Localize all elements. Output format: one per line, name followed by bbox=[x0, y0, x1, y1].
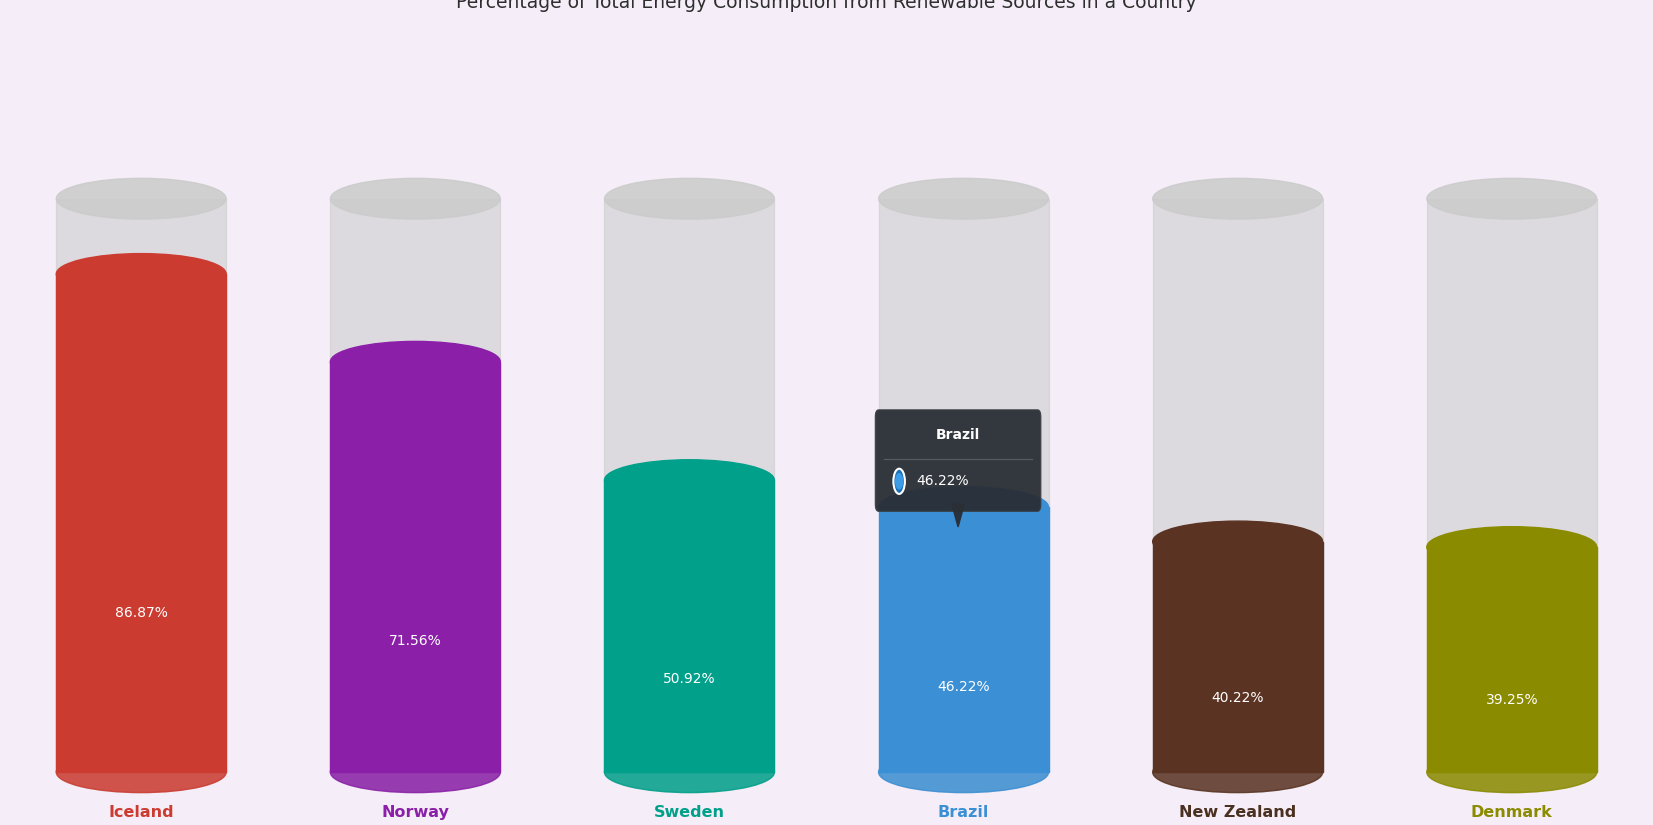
Ellipse shape bbox=[331, 178, 501, 219]
Ellipse shape bbox=[1427, 178, 1597, 219]
Bar bbox=[56, 199, 226, 772]
Ellipse shape bbox=[1152, 752, 1322, 793]
Bar bbox=[331, 362, 501, 772]
Text: 39.25%: 39.25% bbox=[1486, 693, 1537, 707]
Ellipse shape bbox=[620, 464, 759, 496]
Text: Iceland: Iceland bbox=[109, 805, 174, 820]
Text: 46.22%: 46.22% bbox=[937, 681, 990, 695]
Ellipse shape bbox=[1152, 752, 1322, 793]
Ellipse shape bbox=[331, 752, 501, 793]
Ellipse shape bbox=[605, 178, 774, 219]
Ellipse shape bbox=[1152, 521, 1322, 562]
Ellipse shape bbox=[331, 342, 501, 382]
Text: Denmark: Denmark bbox=[1471, 805, 1552, 820]
Ellipse shape bbox=[56, 253, 226, 295]
Text: Sweden: Sweden bbox=[655, 805, 726, 820]
Text: Norway: Norway bbox=[382, 805, 450, 820]
Ellipse shape bbox=[56, 752, 226, 793]
Text: 46.22%: 46.22% bbox=[916, 474, 969, 488]
Text: 40.22%: 40.22% bbox=[1212, 691, 1265, 705]
Ellipse shape bbox=[894, 492, 1033, 522]
Ellipse shape bbox=[1427, 752, 1597, 793]
Text: Percentage of Total Energy Consumption from Renewable Sources in a Country: Percentage of Total Energy Consumption f… bbox=[456, 0, 1197, 12]
Text: 71.56%: 71.56% bbox=[388, 634, 441, 648]
Bar bbox=[879, 199, 1048, 772]
Circle shape bbox=[896, 474, 903, 489]
Ellipse shape bbox=[56, 752, 226, 793]
Ellipse shape bbox=[879, 487, 1048, 527]
Ellipse shape bbox=[1169, 526, 1308, 557]
Text: 86.87%: 86.87% bbox=[114, 606, 167, 620]
Ellipse shape bbox=[345, 346, 484, 377]
Circle shape bbox=[893, 469, 904, 494]
Polygon shape bbox=[952, 504, 964, 527]
Ellipse shape bbox=[1152, 178, 1322, 219]
Ellipse shape bbox=[605, 460, 774, 501]
Ellipse shape bbox=[1441, 532, 1582, 563]
Ellipse shape bbox=[331, 752, 501, 793]
FancyBboxPatch shape bbox=[876, 410, 1041, 512]
Bar bbox=[331, 199, 501, 772]
Text: 50.92%: 50.92% bbox=[663, 672, 716, 686]
Text: Brazil: Brazil bbox=[936, 428, 980, 442]
Bar bbox=[1427, 199, 1597, 772]
Ellipse shape bbox=[605, 752, 774, 793]
Bar bbox=[605, 480, 774, 772]
Ellipse shape bbox=[879, 752, 1048, 793]
Text: Brazil: Brazil bbox=[937, 805, 988, 820]
Ellipse shape bbox=[71, 259, 212, 290]
Ellipse shape bbox=[605, 752, 774, 793]
Ellipse shape bbox=[1427, 752, 1597, 793]
Bar bbox=[1427, 547, 1597, 772]
Bar bbox=[879, 507, 1048, 772]
Bar bbox=[1152, 199, 1322, 772]
Bar bbox=[56, 274, 226, 772]
Ellipse shape bbox=[879, 752, 1048, 793]
Bar bbox=[605, 199, 774, 772]
Bar bbox=[1152, 541, 1322, 772]
Ellipse shape bbox=[1427, 526, 1597, 568]
Ellipse shape bbox=[56, 178, 226, 219]
Text: New Zealand: New Zealand bbox=[1179, 805, 1296, 820]
Ellipse shape bbox=[879, 178, 1048, 219]
